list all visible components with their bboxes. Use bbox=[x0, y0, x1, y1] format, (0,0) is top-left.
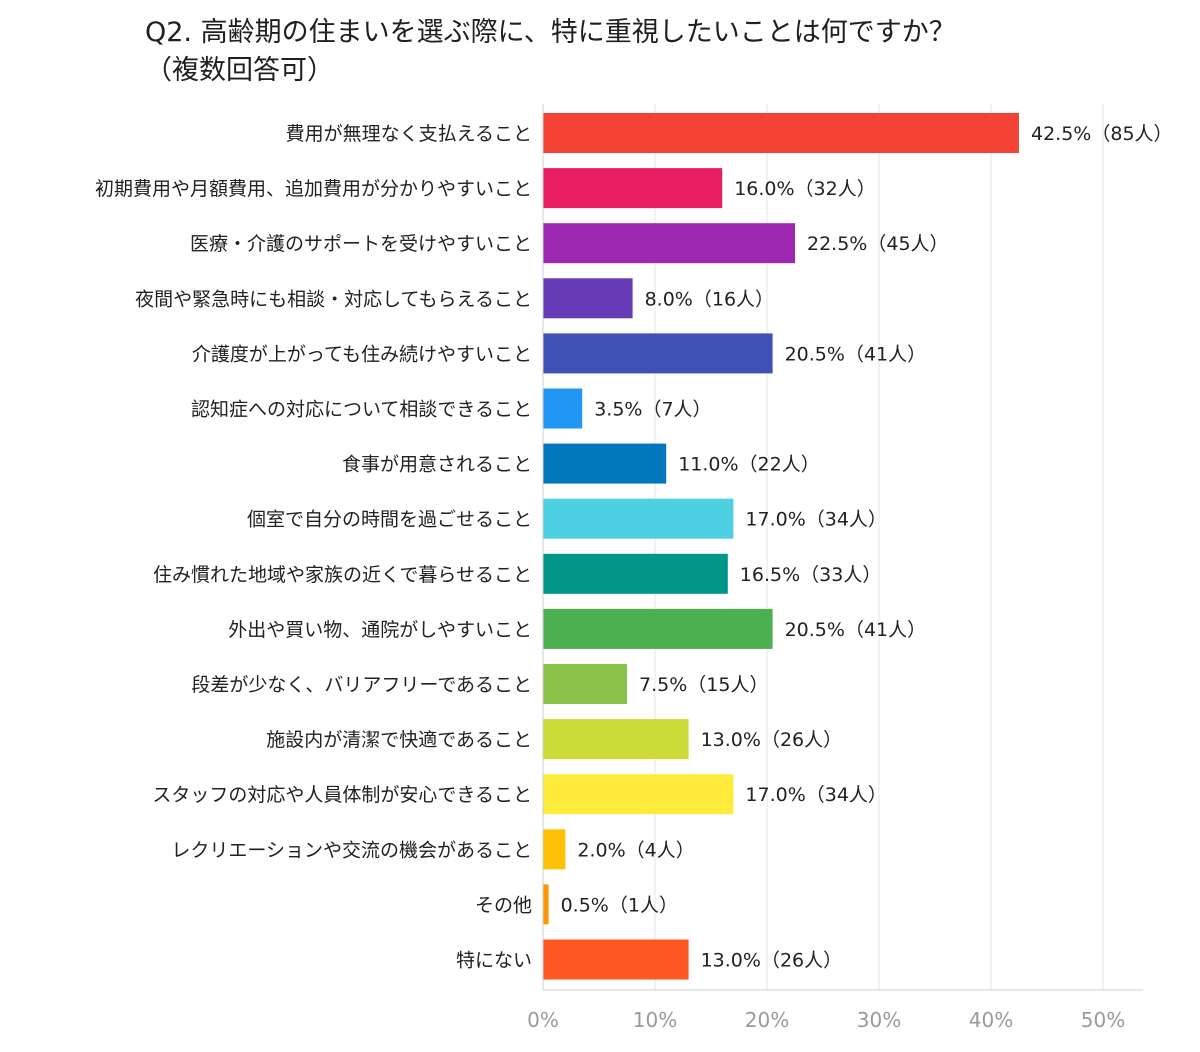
bar bbox=[543, 223, 795, 264]
bar bbox=[543, 113, 1019, 153]
data-label: 0.5%（1人） bbox=[561, 894, 678, 916]
bar-layer bbox=[543, 113, 1019, 980]
data-label: 17.0%（34人） bbox=[745, 509, 887, 531]
bar bbox=[543, 278, 633, 319]
category-label: レクリエーションや交流の機会があること bbox=[171, 839, 532, 861]
data-label: 42.5%（85人） bbox=[1031, 123, 1173, 145]
category-label: 認知症への対応について相談できること bbox=[191, 399, 532, 421]
category-label: 食事が用意されること bbox=[342, 454, 532, 476]
data-label: 3.5%（7人） bbox=[594, 399, 711, 421]
category-label: 外出や買い物、通院がしやすいこと bbox=[228, 619, 532, 641]
x-tick-label: 30% bbox=[857, 1008, 901, 1032]
bar bbox=[543, 443, 667, 484]
bar bbox=[543, 498, 734, 539]
x-tick-label: 10% bbox=[633, 1008, 677, 1032]
x-tick-label: 0% bbox=[527, 1008, 559, 1032]
bar bbox=[543, 774, 734, 815]
bar bbox=[543, 664, 627, 704]
bar bbox=[543, 333, 773, 374]
bar bbox=[543, 829, 566, 870]
category-label: 医療・介護のサポートを受けやすいこと bbox=[190, 233, 532, 255]
category-label: 夜間や緊急時にも相談・対応してもらえること bbox=[135, 288, 532, 310]
x-tick-label: 40% bbox=[969, 1008, 1013, 1032]
category-label: 費用が無理なく支払えること bbox=[286, 123, 532, 145]
category-label: 介護度が上がっても住み続けやすいこと bbox=[192, 343, 532, 365]
bar bbox=[543, 939, 689, 980]
bar bbox=[543, 553, 728, 594]
data-label: 20.5%（41人） bbox=[785, 619, 927, 641]
category-label: 特にない bbox=[456, 950, 532, 972]
bar bbox=[543, 608, 773, 649]
chart-title: Q2. 高齢期の住まいを選ぶ際に、特に重視したいことは何ですか？ （複数回答可） bbox=[145, 17, 956, 86]
data-label: 16.5%（33人） bbox=[740, 564, 882, 586]
data-label: 17.0%（34人） bbox=[745, 784, 887, 806]
data-label: 22.5%（45人） bbox=[807, 233, 949, 255]
label-layer: 費用が無理なく支払えること 42.5%（85人） 初期費用や月額費用、追加費用が分か… bbox=[95, 123, 1173, 972]
data-label: 8.0%（16人） bbox=[645, 288, 774, 310]
x-tick-label: 20% bbox=[745, 1008, 789, 1032]
bar bbox=[543, 884, 549, 925]
data-label: 13.0%（26人） bbox=[701, 950, 843, 972]
category-label: その他 bbox=[475, 894, 532, 916]
data-label: 16.0%（32人） bbox=[734, 178, 876, 200]
category-label: 施設内が清潔で快適であること bbox=[266, 729, 532, 751]
category-label: スタッフの対応や人員体制が安心できること bbox=[152, 784, 532, 806]
data-label: 20.5%（41人） bbox=[785, 343, 927, 365]
data-label: 13.0%（26人） bbox=[701, 729, 843, 751]
bar bbox=[543, 719, 689, 760]
axis-layer: 0% 10% 20% 30% 40% 50% bbox=[527, 104, 1143, 1032]
data-label: 11.0%（22人） bbox=[678, 454, 820, 476]
bar bbox=[543, 388, 583, 429]
category-label: 段差が少なく、バリアフリーであること bbox=[191, 674, 532, 696]
data-label: 7.5%（15人） bbox=[639, 674, 768, 696]
category-label: 住み慣れた地域や家族の近くで暮らせること bbox=[153, 564, 532, 586]
bar bbox=[543, 168, 723, 209]
category-label: 初期費用や月額費用、追加費用が分かりやすいこと bbox=[95, 178, 532, 200]
data-label: 2.0%（4人） bbox=[577, 839, 694, 861]
x-tick-label: 50% bbox=[1081, 1008, 1125, 1032]
category-label: 個室で自分の時間を過ごせること bbox=[247, 509, 532, 531]
